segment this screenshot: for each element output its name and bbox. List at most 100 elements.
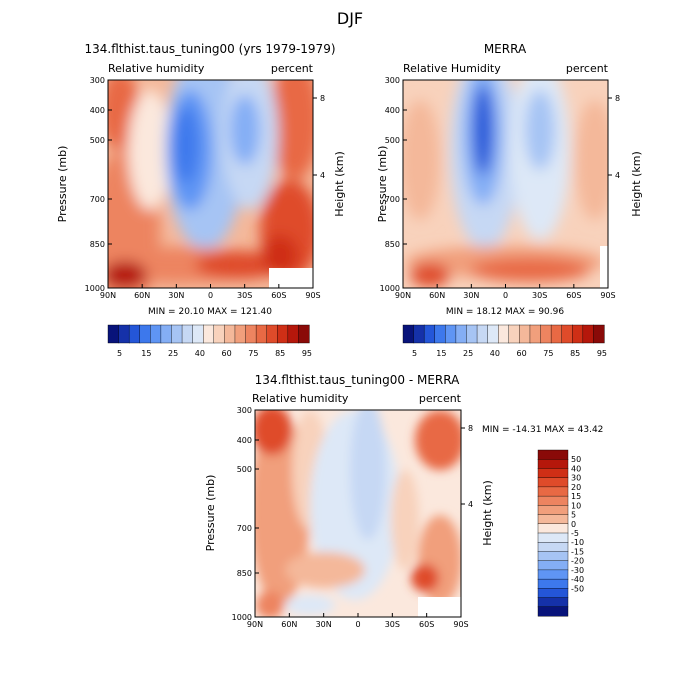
- panel-merra-axes: 90N 60N 30N 0 30S 60S 90S 300 400 500 700 850 1000 8 4: [380, 76, 620, 300]
- y-tick-label: 300: [237, 406, 252, 415]
- colorbar-swatch: [537, 486, 569, 497]
- colorbar-swatch: [529, 324, 542, 344]
- colorbar-swatch: [537, 560, 569, 571]
- panel-difference-y2label: Height (km): [481, 480, 494, 546]
- colorbar-label: 25: [168, 349, 178, 358]
- y-tick-label: 400: [90, 106, 105, 115]
- y-tick-label: 400: [237, 436, 252, 445]
- y-tick-label: 500: [385, 136, 400, 145]
- panel-merra-title: MERRA: [484, 42, 527, 56]
- colorbar-label: 95: [597, 349, 607, 358]
- colorbars: 5 15 25 40 60 75 85 95 5 15 25 40 60 75 85 955040302015…: [107, 324, 607, 617]
- colorbar-swatch: [171, 324, 183, 344]
- panel-merra-left-label: Relative Humidity: [403, 62, 501, 75]
- colorbar-swatch: [213, 324, 225, 344]
- panel-difference-axes: 90N 60N 30N 0 30S 60S 90S 300 400 500 700 850 1000 8 4: [232, 406, 473, 629]
- colorbar-label: 10: [571, 501, 581, 510]
- x-tick-label: 30N: [463, 291, 479, 300]
- colorbar-swatch: [455, 324, 468, 344]
- colorbar-label: -5: [571, 529, 579, 538]
- y2-tick-label: 4: [615, 171, 620, 180]
- y-tick-label: 1000: [85, 284, 105, 293]
- colorbar-swatch: [537, 495, 569, 506]
- colorbar-label: 5: [571, 511, 576, 520]
- panel-difference-stats: MIN = -14.31 MAX = 43.42: [482, 425, 603, 435]
- colorbar-swatch: [245, 324, 257, 344]
- colorbar-swatch: [402, 324, 415, 344]
- x-tick-label: 90S: [305, 291, 320, 300]
- colorbar-swatch: [537, 588, 569, 599]
- colorbar-swatch: [298, 324, 310, 344]
- colorbar-swatch: [234, 324, 247, 344]
- colorbar-swatch: [181, 324, 194, 344]
- x-tick-label: 60N: [281, 620, 297, 629]
- colorbar-swatch: [118, 324, 130, 344]
- colorbar-swatch: [150, 324, 162, 344]
- y-tick-label: 300: [90, 76, 105, 85]
- panel-model-axes: 90N 60N 30N 0 30S 60S 90S 300 400 500 700 850 1000 8 4: [85, 76, 325, 300]
- panel-merra-y2label: Height (km): [630, 151, 643, 217]
- colorbar-label: 15: [141, 349, 151, 358]
- panel-difference-ylabel: Pressure (mb): [204, 475, 217, 552]
- y-tick-label: 700: [385, 195, 400, 204]
- colorbar-swatch: [537, 542, 569, 552]
- y-tick-label: 850: [90, 240, 105, 249]
- colorbar-swatch: [413, 324, 425, 344]
- colorbar-swatch: [139, 324, 151, 344]
- colorbar-swatch: [537, 532, 569, 543]
- panel-model-left-label: Relative humidity: [108, 62, 205, 75]
- panel-merra-stats: MIN = 18.12 MAX = 90.96: [446, 307, 564, 317]
- colorbar-swatch: [537, 449, 569, 460]
- panel-model-field: [108, 80, 313, 288]
- x-tick-label: 60S: [419, 620, 434, 629]
- colorbar-swatch: [550, 324, 563, 344]
- colorbar-swatch: [593, 324, 605, 344]
- colorbar-label: 40: [571, 464, 581, 473]
- colorbar-swatch: [266, 324, 278, 344]
- y-tick-label: 500: [237, 465, 252, 474]
- x-tick-label: 90N: [247, 620, 263, 629]
- colorbar-swatch: [498, 324, 510, 344]
- colorbar-label: 75: [248, 349, 258, 358]
- colorbar-label: 50: [571, 455, 581, 464]
- y2-tick-label: 4: [320, 171, 325, 180]
- x-tick-label: 60N: [134, 291, 150, 300]
- panel-model: 134.flthist.taus_tuning00 (yrs 1979-1979…: [56, 42, 346, 317]
- colorbar-swatch: [537, 606, 569, 617]
- y-tick-label: 400: [385, 106, 400, 115]
- colorbar-label: 40: [490, 349, 500, 358]
- colorbar-swatch: [572, 324, 584, 344]
- colorbar-swatch: [537, 551, 569, 562]
- panel-difference-left-label: Relative humidity: [252, 392, 349, 405]
- x-tick-label: 60S: [271, 291, 286, 300]
- colorbar-label: 25: [463, 349, 473, 358]
- y-tick-label: 700: [237, 524, 252, 533]
- colorbar-label: 5: [412, 349, 417, 358]
- colorbar-swatch: [255, 324, 268, 344]
- colorbar-swatch: [434, 324, 446, 344]
- colorbar-label: 40: [195, 349, 205, 358]
- y2-tick-label: 8: [615, 94, 620, 103]
- x-tick-label: 30N: [316, 620, 332, 629]
- panel-difference-field: [255, 410, 461, 617]
- y-tick-label: 300: [385, 76, 400, 85]
- x-tick-label: 0: [355, 620, 360, 629]
- colorbar-swatch: [423, 324, 436, 344]
- x-tick-label: 90N: [100, 291, 116, 300]
- colorbar-swatch: [476, 324, 489, 344]
- colorbar-label: -50: [571, 584, 584, 593]
- y2-tick-label: 8: [468, 424, 473, 433]
- colorbar-swatch: [537, 514, 569, 525]
- colorbar-swatch: [537, 597, 569, 608]
- colorbar-horizontal: 5 15 25 40 60 75 85 95: [107, 324, 312, 358]
- panel-merra-field: [403, 80, 608, 288]
- colorbar-swatch: [537, 578, 569, 589]
- colorbar-swatch: [224, 324, 236, 344]
- colorbar-swatch: [537, 459, 569, 469]
- panel-difference-title: 134.flthist.taus_tuning00 - MERRA: [255, 373, 460, 387]
- colorbar-label: 60: [222, 349, 232, 358]
- colorbar-swatch: [203, 324, 215, 344]
- colorbar-swatch: [445, 324, 457, 344]
- colorbar-swatch: [582, 324, 595, 344]
- colorbar-label: -10: [571, 538, 584, 547]
